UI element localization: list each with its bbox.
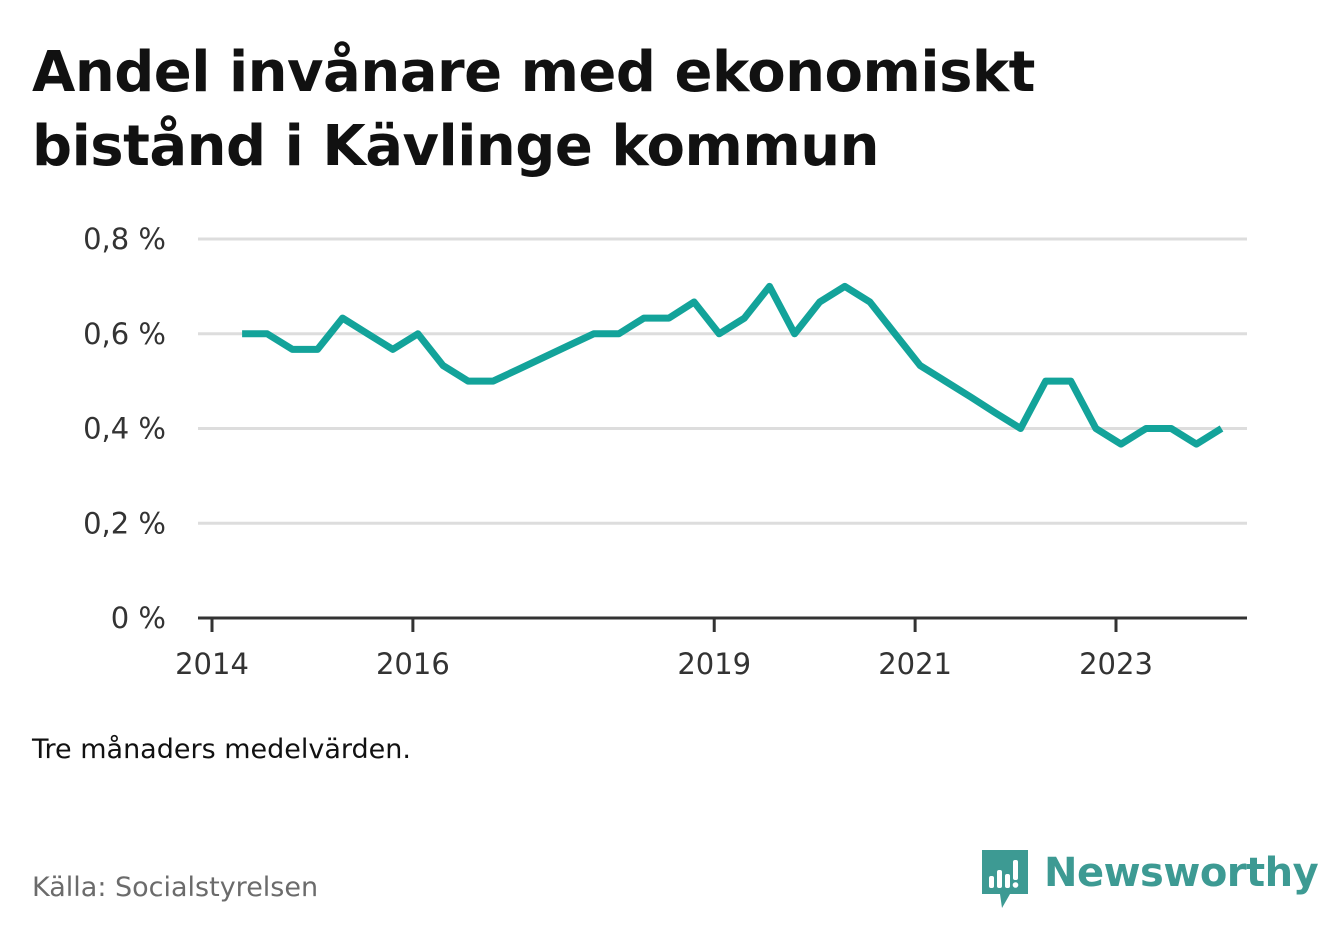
brand-logo: Newsworthy: [980, 848, 1319, 912]
x-axis: 2014 2016 2019 2021 2023: [175, 616, 1247, 681]
y-axis-ticks: 0 % 0,2 % 0,4 % 0,6 % 0,8 %: [83, 222, 166, 635]
y-tick-label: 0,6 %: [83, 317, 166, 351]
series-line: [242, 282, 1224, 448]
x-tick-label: 2016: [376, 647, 450, 681]
y-tick-label: 0,2 %: [83, 506, 166, 540]
y-tick-label: 0,8 %: [83, 222, 166, 256]
source-credit: Källa: Socialstyrelsen: [32, 872, 319, 903]
gridlines: [198, 237, 1247, 525]
newsworthy-bar-chart-icon: [982, 850, 1028, 908]
line-chart: 0 % 0,2 % 0,4 % 0,6 % 0,8 % 2014 2016 2019 2021…: [83, 222, 1247, 681]
x-tick-label: 2023: [1079, 647, 1153, 681]
x-tick-label: 2021: [878, 647, 952, 681]
y-tick-label: 0,4 %: [83, 412, 166, 446]
x-tick-label: 2019: [677, 647, 751, 681]
chart-title: Andel invånare med ekonomiskt bistånd i …: [32, 40, 1035, 179]
x-tick-label: 2014: [175, 647, 249, 681]
series-group: [242, 282, 1224, 448]
brand-name: Newsworthy: [1044, 850, 1319, 896]
y-tick-label: 0 %: [111, 601, 166, 635]
chart-note: Tre månaders medelvärden.: [32, 734, 411, 765]
